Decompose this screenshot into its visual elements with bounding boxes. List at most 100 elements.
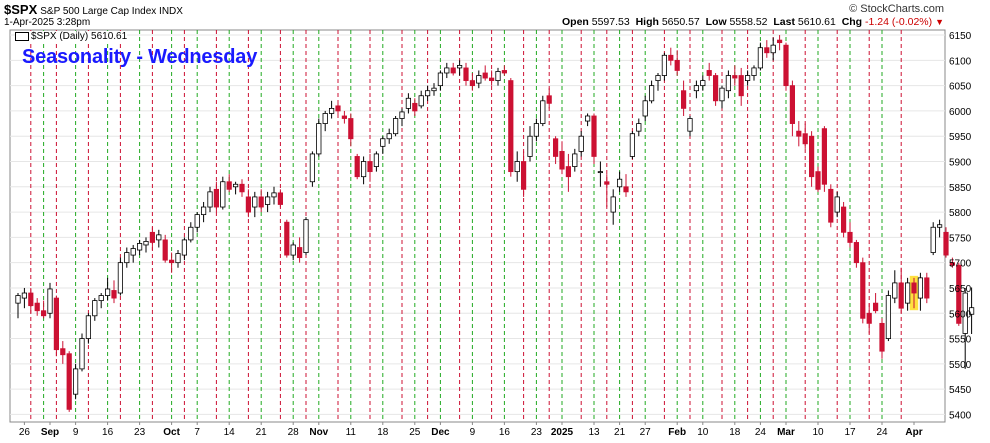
candle-body	[815, 171, 821, 190]
candle-body	[117, 262, 123, 294]
chart-title: Seasonality - Wednesday	[22, 46, 258, 68]
candle-body	[105, 288, 111, 296]
candle-body	[284, 221, 290, 256]
candle-body	[194, 214, 200, 228]
candle-body	[386, 133, 392, 140]
candle-body	[501, 70, 508, 74]
candle-body	[649, 85, 655, 102]
candle-body	[514, 161, 520, 173]
candle-body	[892, 282, 898, 299]
x-tick-label: Feb	[668, 427, 686, 438]
y-tick-label: 6050	[949, 82, 972, 93]
candle-body	[226, 181, 232, 190]
y-tick-label: 6150	[949, 31, 972, 42]
candle-body	[444, 67, 450, 74]
brand-watermark: © StockCharts.com	[849, 3, 944, 15]
candle-body	[917, 277, 924, 299]
low-label: Low	[705, 16, 727, 28]
candle-body	[450, 67, 456, 74]
candle-body	[136, 243, 143, 251]
candle-body	[98, 295, 104, 302]
candle-body	[463, 67, 469, 81]
candle-body	[476, 75, 482, 84]
x-tick-label: 10	[812, 427, 824, 438]
x-tick-label: 28	[288, 427, 300, 438]
candle-body	[617, 178, 623, 188]
x-tick-label: Apr	[905, 427, 922, 438]
candle-body	[354, 156, 360, 178]
candle-body	[636, 123, 642, 132]
legend-text: $SPX (Daily) 5610.61	[31, 31, 128, 42]
candle-body	[764, 47, 770, 54]
candle-body	[783, 44, 789, 87]
x-tick-label: 25	[409, 427, 421, 438]
open-value: 5597.53	[591, 16, 630, 28]
candle-body	[149, 231, 155, 243]
candle-body	[200, 206, 207, 216]
candle-body	[585, 115, 591, 122]
candle-body	[719, 87, 725, 102]
candle-body	[693, 85, 700, 92]
candle-body	[642, 100, 648, 117]
candle-body	[213, 188, 219, 208]
plot-area	[9, 29, 946, 423]
y-tick-label: 5550	[949, 335, 972, 346]
candle-body	[34, 302, 40, 312]
candle-body	[156, 234, 162, 241]
last-label: Last	[773, 16, 795, 28]
candle-body	[924, 277, 930, 299]
candle-body	[232, 183, 239, 188]
candle-body	[28, 292, 34, 307]
candle-body	[335, 105, 341, 112]
y-axis-labels: 5400 5450 5500 5550 5600 5650 5700 5750 5800 5850…	[949, 31, 972, 421]
candle-body	[424, 90, 431, 97]
down-triangle-icon: ▼	[935, 17, 944, 27]
candle-body	[770, 44, 776, 54]
candle-body	[277, 192, 284, 205]
ticker: $SPX	[4, 2, 38, 17]
candle-body	[853, 242, 860, 264]
x-tick-label: Sep	[41, 427, 59, 438]
candle-body	[527, 135, 533, 157]
candle-body	[847, 231, 853, 243]
candle-body	[296, 247, 303, 259]
candle-body	[777, 39, 783, 44]
x-tick-label: 24	[755, 427, 767, 438]
candle-body	[700, 80, 706, 87]
candle-body	[181, 239, 187, 256]
x-tick-label: 9	[73, 427, 79, 438]
candle-body	[322, 113, 328, 124]
open-label: Open	[561, 16, 589, 28]
x-tick-label: Dec	[431, 427, 450, 438]
y-tick-label: 5800	[949, 208, 972, 219]
x-tick-label: 17	[844, 427, 856, 438]
candle-body	[540, 100, 546, 124]
x-tick-label: 18	[729, 427, 741, 438]
candle-body	[380, 138, 386, 147]
candle-body	[828, 188, 834, 223]
candle-body	[418, 95, 424, 107]
candle-body	[92, 300, 98, 317]
candle-body	[367, 161, 373, 173]
candle-body	[841, 206, 847, 233]
y-tick-label: 5450	[949, 385, 972, 396]
candle-body	[604, 181, 610, 185]
candle-body	[21, 292, 28, 299]
ticker-symbol: $SPX S&P 500 Large Cap Index INDX	[4, 2, 183, 17]
x-tick-label: Mar	[777, 427, 795, 438]
candle-body	[53, 297, 60, 351]
chg-value: -1.24 (-0.02%)	[865, 16, 933, 28]
x-tick-label: 13	[588, 427, 600, 438]
x-tick-label: 7	[194, 427, 200, 438]
candle-body	[873, 302, 879, 312]
candle-body	[495, 71, 501, 81]
candle-body	[732, 75, 738, 79]
x-tick-label: 18	[377, 427, 389, 438]
candle-body	[111, 290, 117, 299]
candle-body	[930, 226, 936, 253]
candle-body	[809, 135, 815, 178]
candle-body	[309, 153, 316, 183]
candle-body	[533, 123, 540, 137]
last-value: 5610.61	[797, 16, 836, 28]
